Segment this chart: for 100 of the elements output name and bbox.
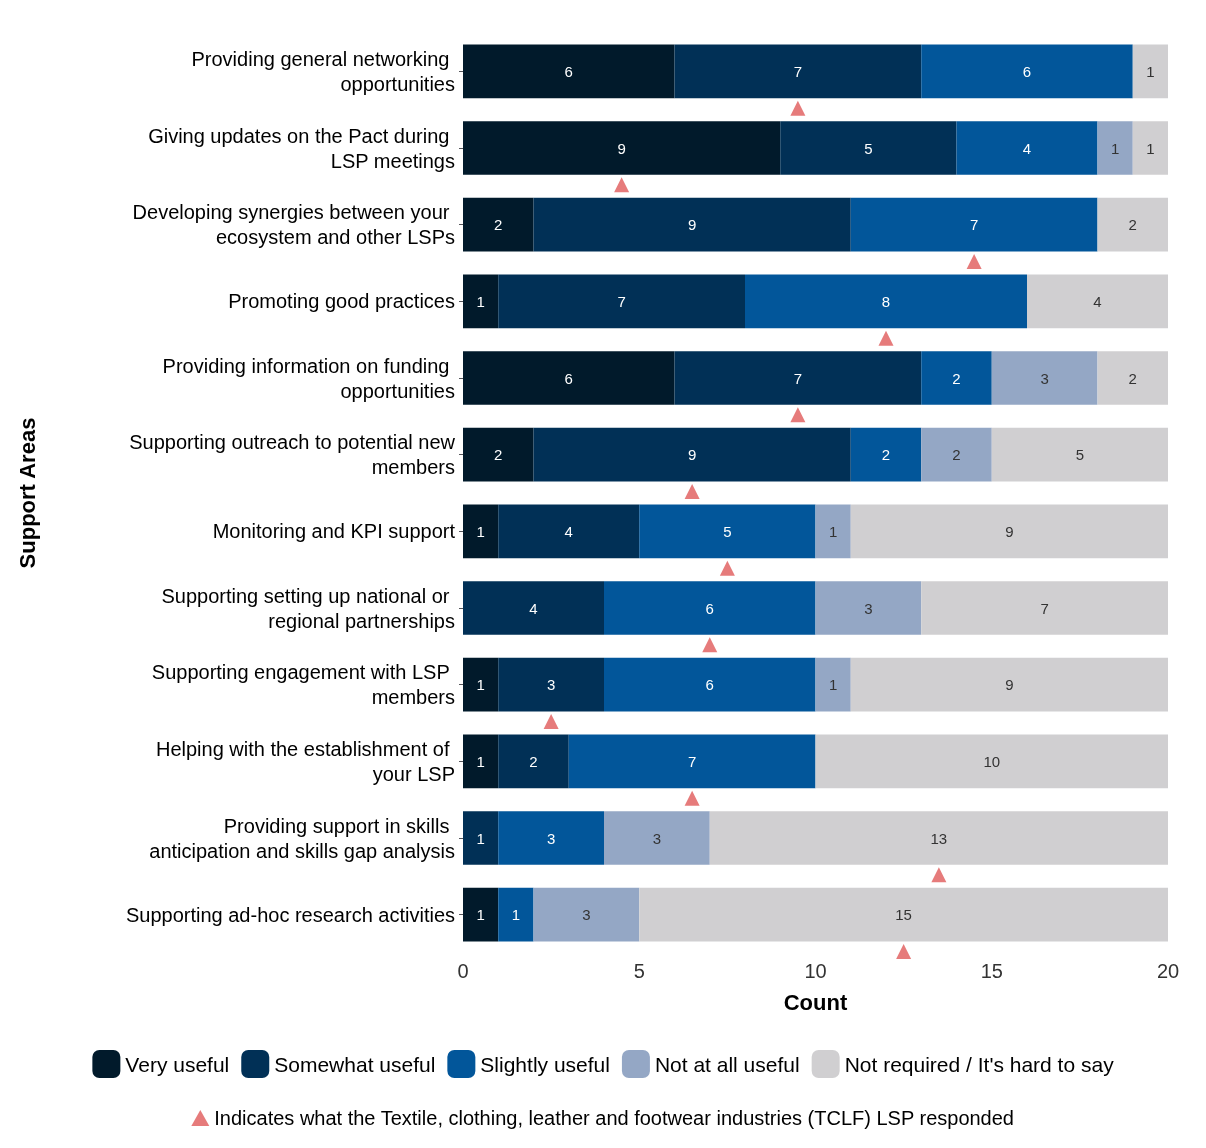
- bar: [956, 121, 1098, 175]
- y-tick-label: Developing synergies between your ecosystem and other LSPs: [132, 201, 455, 249]
- data-label: 1: [1110, 139, 1120, 157]
- data-label: 7: [793, 62, 803, 80]
- data-label: 7: [1040, 599, 1049, 617]
- legend-label: Not required / It's hard to say: [844, 1052, 1115, 1076]
- legend-label: Somewhat useful: [274, 1052, 436, 1076]
- bar: [533, 197, 851, 252]
- y-tick-label: Supporting outreach to potential new members: [129, 431, 456, 479]
- bar: [1027, 274, 1168, 329]
- data-label: 2: [1128, 369, 1137, 387]
- x-tick-label: 0: [457, 960, 469, 982]
- data-label: 2: [1128, 216, 1137, 234]
- bar: [745, 274, 1027, 329]
- bar: [850, 504, 1168, 559]
- point: [790, 100, 806, 116]
- data-label: 4: [564, 522, 573, 540]
- bar: [498, 887, 534, 942]
- bar: [463, 197, 534, 252]
- bar: [604, 581, 816, 635]
- bar: [533, 427, 851, 482]
- data-label: 7: [969, 216, 979, 234]
- data-label: 5: [1075, 446, 1085, 464]
- bar: [991, 351, 1098, 405]
- y-tick-label: Supporting engagement with LSP members: [151, 661, 455, 709]
- data-label: 2: [952, 446, 961, 464]
- data-label: 1: [828, 522, 838, 540]
- x-tick-label: 20: [1156, 960, 1180, 982]
- bar: [463, 351, 675, 405]
- data-label: 6: [564, 369, 573, 387]
- data-label: 8: [881, 292, 891, 310]
- y-tick-label: Promoting good practices: [228, 290, 455, 313]
- y-tick-label: Supporting setting up national or regional partnerships: [161, 584, 455, 632]
- y-tick-label: Supporting ad-hoc research activities: [125, 903, 455, 926]
- y-tick-label: Providing information on funding opportunities: [162, 354, 455, 402]
- bar: [709, 811, 1168, 865]
- data-label: 2: [494, 446, 503, 464]
- data-label: 1: [1146, 62, 1155, 80]
- data-label: 7: [687, 752, 697, 770]
- data-label: 4: [529, 599, 538, 617]
- data-label: 4: [1093, 292, 1102, 310]
- y-tick-label: Giving updates on the Pact during LSP meetings: [148, 124, 455, 172]
- x-axis-title: Count: [783, 989, 848, 1015]
- bar: [815, 504, 851, 559]
- bar: [639, 504, 816, 559]
- bar: [850, 427, 922, 482]
- point: [543, 714, 559, 729]
- bar: [498, 274, 745, 329]
- data-label: 10: [983, 752, 1001, 770]
- data-label: 3: [546, 676, 556, 694]
- data-label: 9: [687, 446, 697, 464]
- bar: [921, 581, 1168, 635]
- point: [614, 177, 630, 193]
- data-label: 2: [952, 369, 961, 387]
- data-label: 6: [705, 599, 714, 617]
- point: [896, 944, 912, 959]
- bar: [463, 581, 604, 635]
- data-label: 1: [476, 752, 485, 770]
- data-label: 1: [476, 676, 485, 694]
- y-tick-label: Providing general networking opportunities: [191, 47, 455, 95]
- bar: [1097, 197, 1168, 252]
- data-label: 3: [1040, 369, 1049, 387]
- point: [684, 790, 700, 806]
- data-label: 7: [793, 369, 803, 387]
- bar: [921, 351, 992, 405]
- data-label: 9: [617, 139, 626, 157]
- bar: [463, 887, 499, 942]
- bar: [604, 657, 816, 712]
- bar: [604, 811, 710, 865]
- point: [878, 330, 894, 346]
- bar: [533, 887, 640, 942]
- bar: [498, 657, 604, 712]
- bar: [921, 44, 1133, 99]
- data-label: 2: [494, 216, 503, 234]
- bar: [1132, 121, 1168, 175]
- data-label: 1: [476, 292, 485, 310]
- y-tick-label: Monitoring and KPI support: [212, 520, 456, 543]
- x-tick-label: 10: [804, 960, 827, 982]
- point: [966, 254, 982, 269]
- data-label: 3: [546, 829, 556, 847]
- bar: [463, 274, 499, 329]
- point: [931, 867, 947, 883]
- bar: [674, 351, 922, 405]
- bar: [850, 657, 1168, 712]
- data-label: 2: [529, 752, 538, 770]
- bar: [991, 427, 1168, 482]
- data-label: 1: [1146, 139, 1155, 157]
- data-label: 1: [476, 906, 485, 924]
- bar: [815, 581, 922, 635]
- data-label: 13: [930, 829, 948, 847]
- data-label: 4: [1022, 139, 1032, 157]
- point: [790, 407, 806, 423]
- bar: [850, 197, 1098, 252]
- y-axis-title: Support Areas: [14, 417, 40, 569]
- data-label: 1: [511, 906, 521, 924]
- bar: [568, 734, 816, 789]
- point: [684, 484, 700, 499]
- data-label: 1: [476, 829, 485, 847]
- x-tick-label: 5: [633, 960, 645, 982]
- data-label: 9: [687, 216, 697, 234]
